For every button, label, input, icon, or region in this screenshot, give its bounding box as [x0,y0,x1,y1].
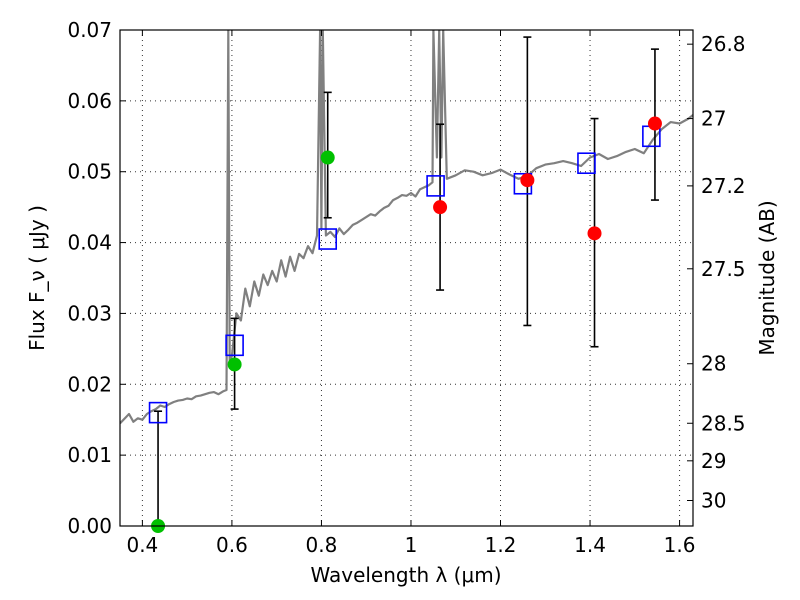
y2-tick-label: 29 [701,449,726,473]
model-band-square [318,228,338,250]
x-axis-title: Wavelength λ (μm) [310,563,501,587]
y2-tick-label: 27.2 [701,174,746,198]
y2-axis-title: Magnitude (AB) [755,200,779,355]
red-data-point [520,173,535,188]
y2-tick-label: 27 [701,107,726,131]
y-tick-label: 0.01 [67,443,112,467]
model-band-square [577,152,596,175]
plot-frame [119,29,694,527]
y-tick-label: 0.06 [67,89,112,113]
y-tick-label: 0.05 [67,160,112,184]
x-tick-label: 1 [405,533,418,557]
y2-tick-label: 30 [701,488,726,512]
y-tick-label: 0.04 [67,231,112,255]
model-spectrum-line [120,30,693,425]
data-layer [120,30,693,425]
y2-tick-label: 26.8 [701,32,746,56]
model-band-square [426,175,445,197]
y2-tick-label: 28 [701,352,726,376]
red-data-point [647,116,662,131]
green-data-point [227,357,242,372]
x-tick-label: 1.6 [664,533,696,557]
y2-tick-label: 28.5 [701,411,746,435]
model-band-square [225,334,244,357]
model-band-square [148,401,168,424]
x-tick-label: 0.4 [126,533,158,557]
y-tick-label: 0.02 [67,372,112,396]
plot-background [120,30,693,526]
errorbar-layer [148,36,662,533]
y-tick-label: 0.00 [67,514,112,538]
x-tick-label: 0.6 [216,533,248,557]
y-axis-title: Flux F_ν ( μJy ) [25,205,49,351]
ticks [120,29,693,527]
y-tick-label: 0.03 [67,301,112,325]
y2-tick-label: 27.5 [701,257,746,281]
x-tick-label: 1.4 [574,533,606,557]
x-tick-label: 1.2 [485,533,517,557]
x-tick-label: 0.8 [306,533,338,557]
tick-labels: 0.4 0.6 0.8 1 1.2 1.4 1.6 0.00 0.01 0.02 0.03 0.04 0… [67,18,745,557]
red-data-point [587,226,602,241]
green-data-point [320,150,335,165]
y-tick-label: 0.07 [67,18,112,42]
red-data-point [433,200,448,215]
